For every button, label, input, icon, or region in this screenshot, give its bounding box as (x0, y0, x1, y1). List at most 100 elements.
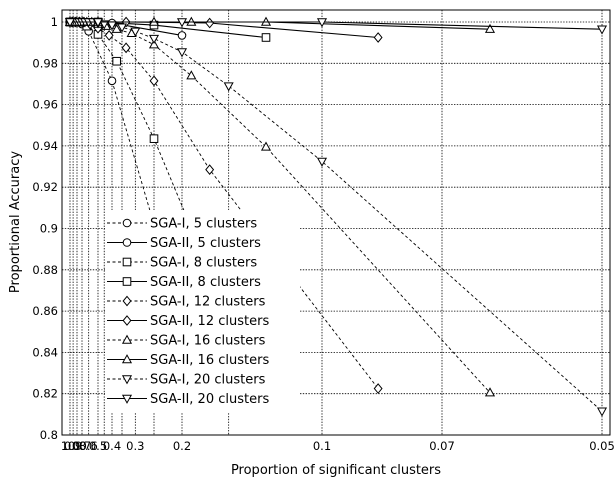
data-point (186, 70, 197, 80)
series-layer (64, 16, 608, 417)
legend-entry: SGA-I, 5 clusters (107, 217, 257, 232)
legend-marker (121, 334, 133, 344)
legend-label: SGA-II, 16 clusters (150, 353, 269, 368)
y-tick-label: 0.94 (32, 139, 58, 153)
data-point (148, 16, 160, 26)
series-10 (64, 18, 608, 35)
data-point (260, 16, 272, 26)
data-point (99, 20, 110, 30)
x-tick-label: 0.4 (103, 439, 121, 453)
data-point (92, 18, 104, 28)
y-tick-label: 0.9 (40, 222, 58, 236)
legend-entry: SGA-II, 12 clusters (107, 314, 269, 329)
x-tick-label: 0.8 (68, 439, 86, 453)
data-point (205, 164, 215, 176)
legend-marker (121, 354, 133, 364)
data-point (116, 23, 128, 33)
legend-label: SGA-I, 5 clusters (150, 217, 257, 232)
legend-marker (121, 394, 133, 404)
legend-marker (122, 257, 132, 267)
legend-label: SGA-I, 12 clusters (150, 295, 266, 310)
data-point (177, 31, 187, 40)
x-axis-label: Proportion of significant clusters (231, 463, 441, 478)
legend-label: SGA-II, 5 clusters (150, 236, 261, 251)
data-point (596, 25, 608, 35)
y-tick-label: 1 (51, 15, 58, 29)
legend-marker (122, 295, 132, 307)
legend-marker (121, 375, 133, 385)
data-point (373, 32, 383, 43)
y-tick-label: 0.98 (32, 56, 58, 70)
data-point (373, 383, 383, 394)
data-point (316, 157, 328, 167)
legend-label: SGA-I, 20 clusters (150, 373, 266, 388)
data-point (596, 407, 608, 417)
data-point (186, 16, 197, 26)
legend-entry: SGA-II, 8 clusters (107, 275, 261, 290)
data-point (484, 23, 496, 33)
x-tick-label: 0.5 (89, 439, 107, 453)
legend-box (105, 210, 300, 412)
data-point (223, 82, 234, 92)
legend-entry: SGA-II, 20 clusters (107, 392, 269, 407)
legend-label: SGA-II, 20 clusters (150, 392, 269, 407)
y-tick-label: 0.82 (32, 387, 58, 401)
legend: SGA-I, 5 clusters SGA-II, 5 clusters SGA-I… (107, 217, 269, 407)
legend-marker (122, 277, 132, 286)
data-point (148, 34, 160, 44)
data-point (176, 48, 188, 58)
series-line (70, 21, 267, 408)
legend-marker (122, 218, 132, 228)
y-tick-label: 0.8 (40, 428, 58, 442)
legend-label: SGA-II, 12 clusters (150, 314, 269, 329)
data-point (130, 27, 141, 37)
data-point (112, 56, 121, 66)
y-tick-label: 0.88 (32, 263, 58, 277)
legend-entry: SGA-I, 12 clusters (107, 295, 266, 310)
data-point (484, 387, 496, 397)
legend-marker (122, 238, 132, 247)
x-tick-label: 0.05 (589, 439, 614, 453)
legend-label: SGA-I, 8 clusters (150, 256, 257, 271)
x-tick-labels: 1.00.90.80.70.60.50.4 0.3 0.2 0.1 0.07 0.05 (61, 439, 614, 453)
y-tick-label: 0.92 (32, 180, 58, 194)
y-axis-label: Proportional Accuracy (8, 151, 23, 293)
data-point (261, 33, 271, 42)
data-point (104, 30, 114, 41)
y-tick-label: 0.96 (32, 98, 58, 112)
x-tick-label: 0.3 (126, 439, 144, 453)
legend-label: SGA-I, 16 clusters (150, 334, 266, 349)
legend-label: SGA-II, 8 clusters (150, 275, 261, 290)
data-point (316, 18, 328, 28)
data-point (149, 134, 159, 143)
x-tick-label: 0.7 (73, 439, 91, 453)
data-point (260, 141, 272, 151)
x-tick-label: 0.1 (313, 439, 331, 453)
legend-marker (122, 315, 132, 326)
legend-entry: SGA-II, 16 clusters (107, 353, 269, 368)
x-tick-label: 0.07 (429, 439, 455, 453)
x-tick-label: 1.0 (61, 439, 79, 453)
x-tick-label: 0.2 (173, 439, 191, 453)
legend-entry: SGA-II, 5 clusters (107, 236, 261, 251)
y-tick-label: 0.84 (32, 345, 58, 359)
legend-entry: SGA-I, 8 clusters (107, 256, 257, 271)
x-tick-label: 0.9 (64, 439, 82, 453)
legend-entry: SGA-I, 16 clusters (107, 334, 266, 349)
plot-frame (61, 9, 611, 436)
x-tick-label: 0.6 (80, 439, 98, 453)
series-line (70, 21, 603, 412)
data-point (148, 39, 160, 49)
y-tick-labels: 0.8 0.82 0.84 0.86 0.88 0.9 0.92 0.94 0.96 0.98 1 (32, 15, 58, 442)
y-tick-label: 0.86 (32, 304, 58, 318)
data-point (149, 75, 159, 87)
series-line (70, 21, 491, 394)
data-point (64, 18, 76, 28)
data-point (121, 42, 131, 54)
data-point (111, 23, 122, 33)
legend-entry: SGA-I, 20 clusters (107, 373, 266, 388)
data-point (176, 18, 188, 28)
data-point (205, 17, 215, 29)
data-point (107, 76, 117, 86)
